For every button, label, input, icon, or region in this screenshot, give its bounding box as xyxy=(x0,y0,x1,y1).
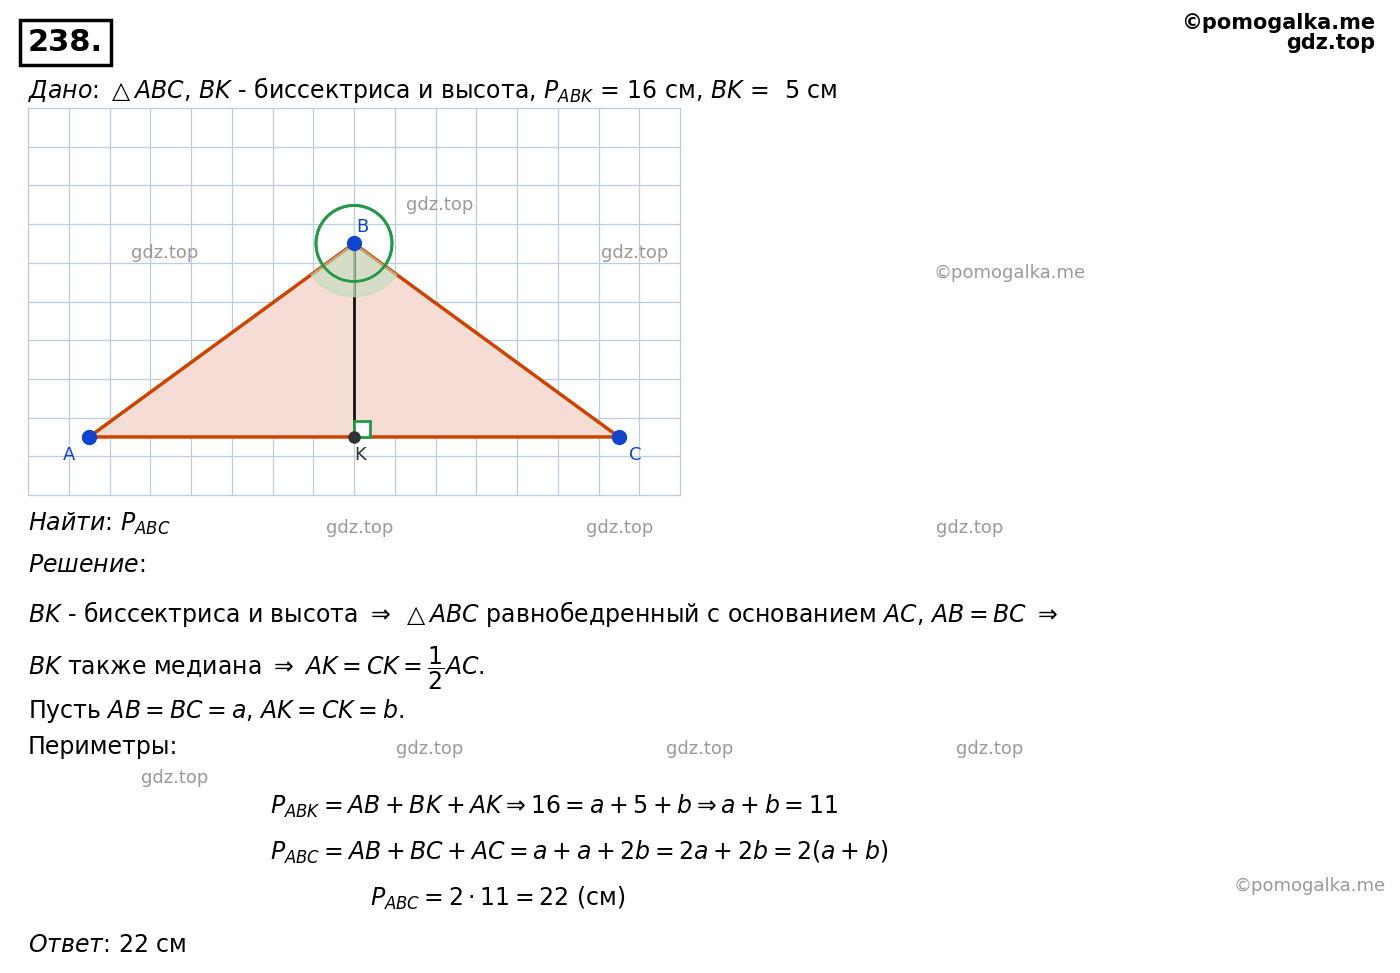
Text: gdz.top: gdz.top xyxy=(602,244,669,262)
Text: ©pomogalka.me: ©pomogalka.me xyxy=(1233,877,1386,895)
Text: gdz.top: gdz.top xyxy=(666,740,734,758)
Text: gdz.top: gdz.top xyxy=(132,244,199,262)
Text: $\mathit{Найти}$: $P_{ABC}$: $\mathit{Найти}$: $P_{ABC}$ xyxy=(28,511,171,537)
Text: $BK$ также медиана $\Rightarrow$ $AK = CK = \dfrac{1}{2}AC$.: $BK$ также медиана $\Rightarrow$ $AK = C… xyxy=(28,645,484,693)
Polygon shape xyxy=(90,243,619,437)
Text: ©pomogalka.me: ©pomogalka.me xyxy=(1180,13,1375,33)
Text: $P_{ABC} = 2 \cdot 11 = 22$ (см): $P_{ABC} = 2 \cdot 11 = 22$ (см) xyxy=(370,885,626,913)
Text: gdz.top: gdz.top xyxy=(937,519,1004,537)
Text: gdz.top: gdz.top xyxy=(1285,33,1375,53)
Text: B: B xyxy=(356,219,368,236)
Polygon shape xyxy=(311,243,354,297)
Text: gdz.top: gdz.top xyxy=(141,769,209,787)
Text: $\mathit{Ответ}$: 22 см: $\mathit{Ответ}$: 22 см xyxy=(28,933,186,957)
Text: Пусть $AB = BC = a$, $AK = CK = b$.: Пусть $AB = BC = a$, $AK = CK = b$. xyxy=(28,697,405,725)
Text: $\mathit{Дано}$: $\triangle ABC$, $BK$ - биссектриса и высота, $P_{ABK}$ = 16 см: $\mathit{Дано}$: $\triangle ABC$, $BK$ -… xyxy=(28,75,837,105)
Text: $P_{ABC} = AB + BC + AC = a + a + 2b = 2a + 2b = 2(a + b)$: $P_{ABC} = AB + BC + AC = a + a + 2b = 2… xyxy=(270,839,888,866)
Text: ©pomogalka.me: ©pomogalka.me xyxy=(934,264,1086,282)
Polygon shape xyxy=(354,243,398,297)
Polygon shape xyxy=(354,421,370,437)
Text: gdz.top: gdz.top xyxy=(956,740,1023,758)
Text: $P_{ABK} = AB + BK + AK \Rightarrow 16 = a + 5 + b \Rightarrow a + b = 11$: $P_{ABK} = AB + BK + AK \Rightarrow 16 =… xyxy=(270,793,839,820)
Text: $\mathit{Решение}$:: $\mathit{Решение}$: xyxy=(28,553,146,577)
Text: A: A xyxy=(63,446,76,464)
Text: gdz.top: gdz.top xyxy=(326,519,393,537)
Text: C: C xyxy=(629,446,641,464)
Text: 238.: 238. xyxy=(28,28,104,57)
Text: K: K xyxy=(354,446,365,464)
Text: gdz.top: gdz.top xyxy=(587,519,654,537)
Text: Периметры:: Периметры: xyxy=(28,735,178,759)
Text: $BK$ - биссектриса и высота $\Rightarrow$ $\triangle ABC$ равнобедренный с основ: $BK$ - биссектриса и высота $\Rightarrow… xyxy=(28,599,1058,629)
Text: gdz.top: gdz.top xyxy=(396,740,463,758)
Text: gdz.top: gdz.top xyxy=(406,196,473,214)
